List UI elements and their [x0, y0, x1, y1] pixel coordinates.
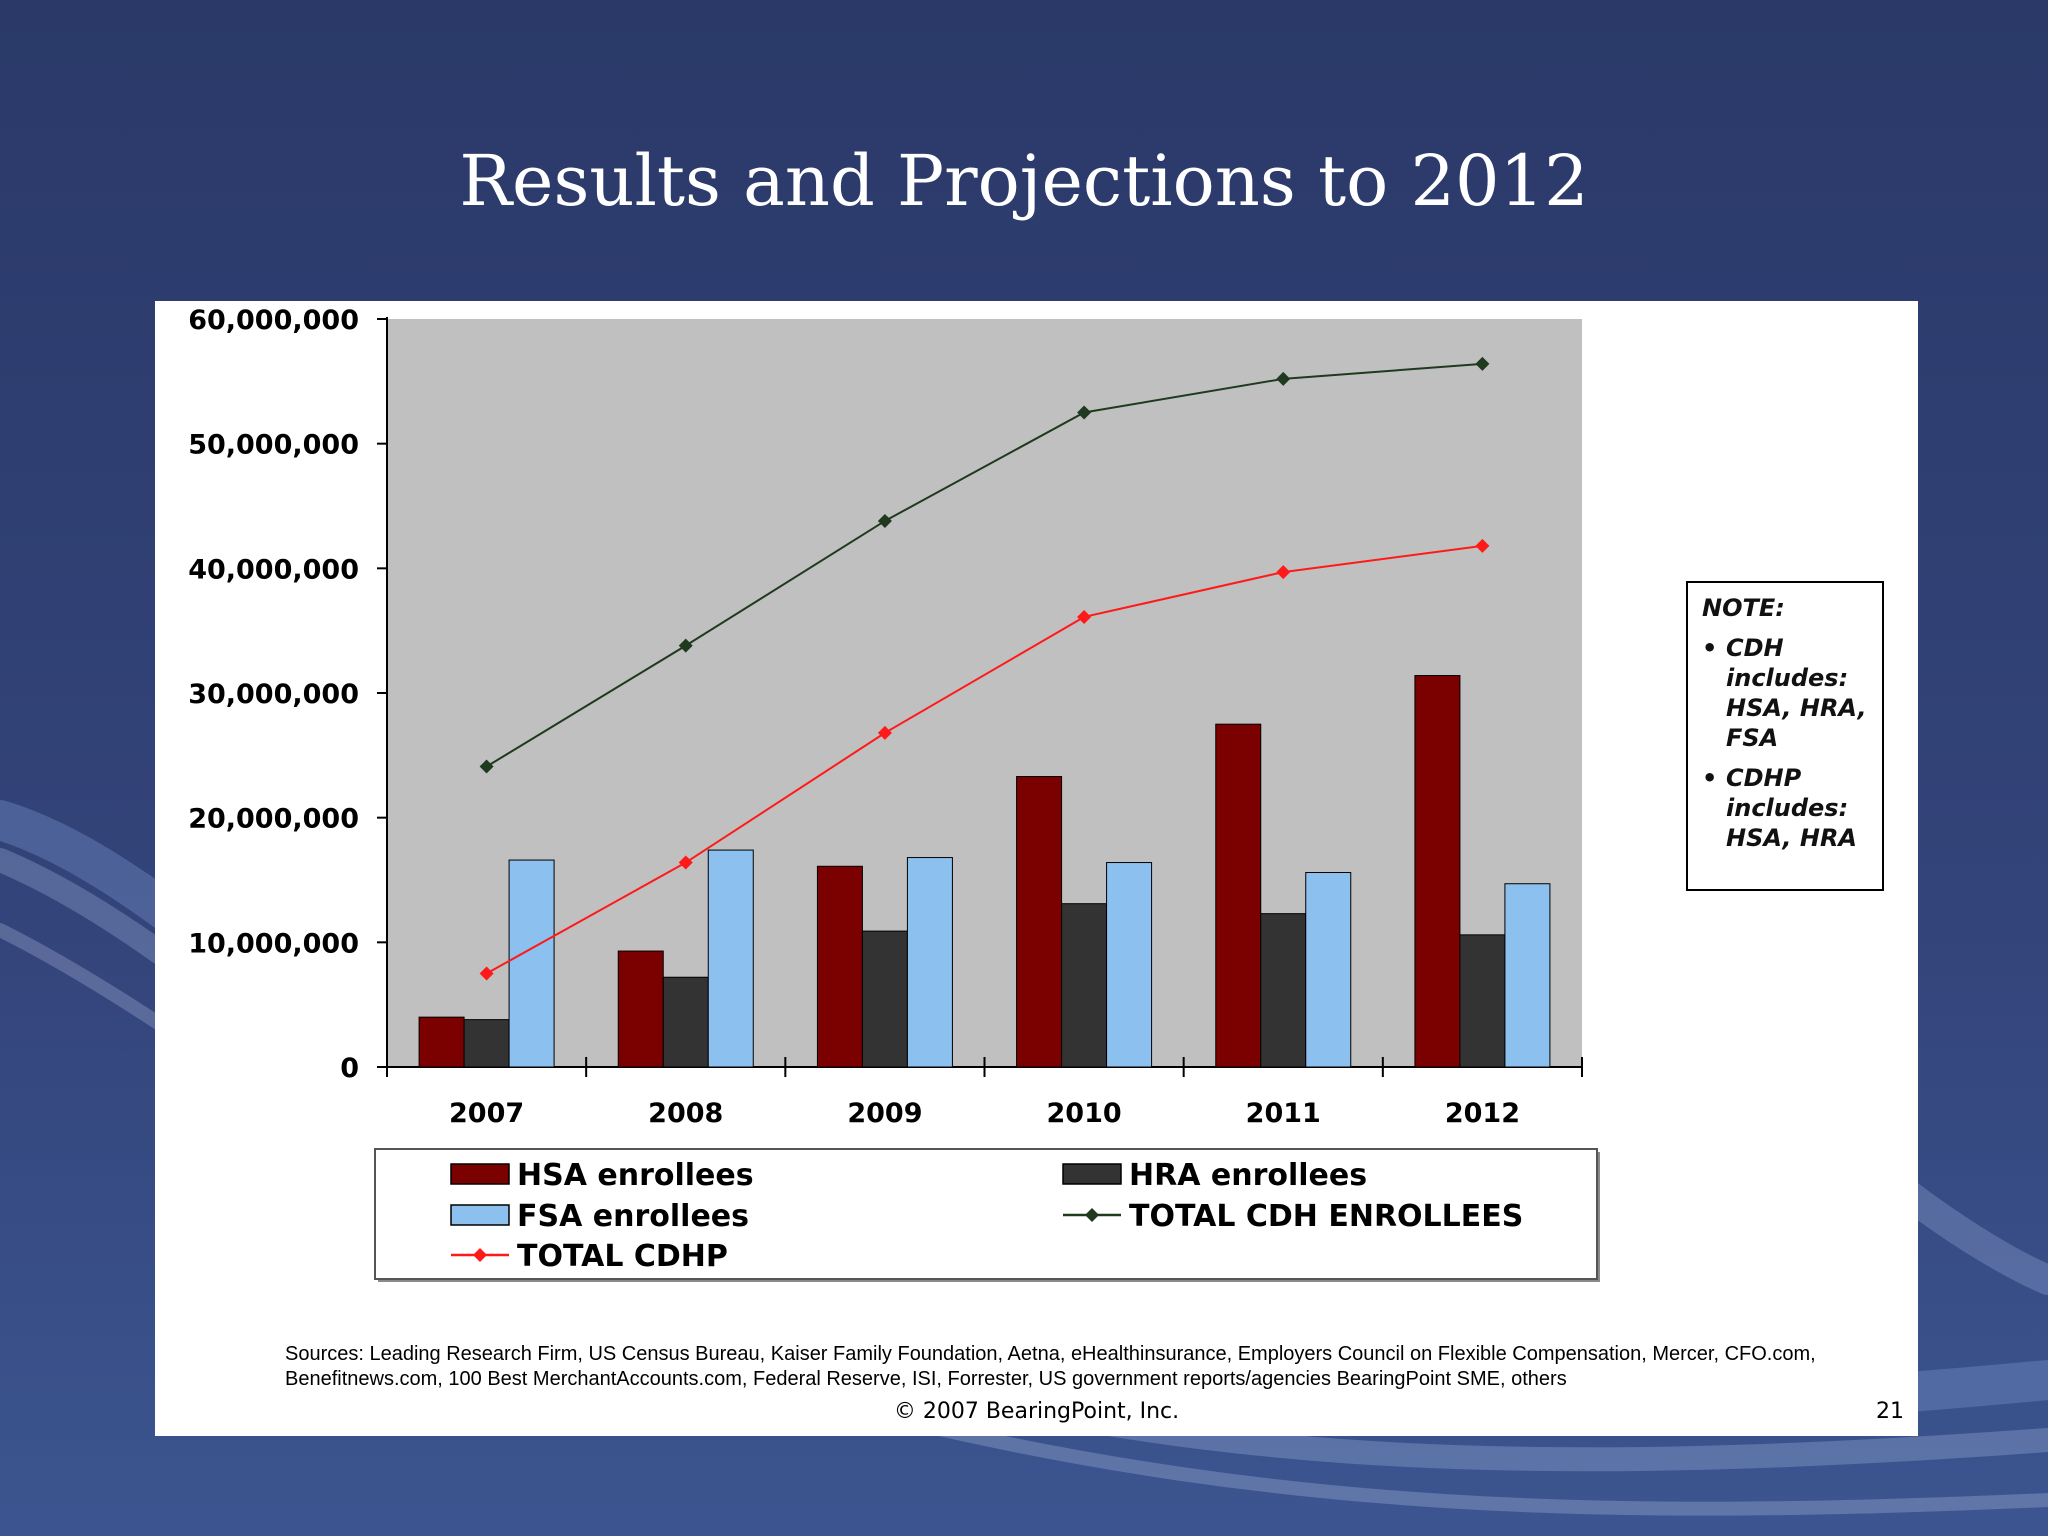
- bar: [1459, 934, 1506, 1068]
- bar: [816, 865, 863, 1068]
- bullet-icon: •: [1702, 764, 1718, 792]
- y-tick-label: 40,000,000: [188, 554, 359, 585]
- bar: [463, 1019, 510, 1068]
- line-point-marker: [1077, 405, 1092, 420]
- bar: [1414, 675, 1461, 1068]
- note-item-description: includes: HSA, HRA, FSA: [1726, 664, 1867, 752]
- line-point-marker: [1077, 609, 1092, 624]
- legend-marker: [473, 1248, 487, 1262]
- legend-swatch: [450, 1204, 510, 1226]
- line-point-marker: [877, 513, 892, 528]
- legend-label: FSA enrollees: [517, 1199, 749, 1234]
- y-tick-label: 0: [340, 1053, 359, 1084]
- bar: [707, 849, 754, 1068]
- bar: [906, 857, 953, 1068]
- y-tick-label: 20,000,000: [188, 804, 359, 835]
- bar: [508, 859, 555, 1068]
- bar: [1106, 862, 1153, 1068]
- bar: [617, 950, 664, 1068]
- x-tick-label: 2007: [449, 1098, 524, 1129]
- legend-label: TOTAL CDHP: [517, 1239, 728, 1274]
- bar: [1061, 903, 1108, 1068]
- x-tick-label: 2011: [1246, 1098, 1321, 1129]
- bar: [1215, 723, 1262, 1068]
- line-point-marker: [877, 725, 892, 740]
- series-line: [486, 362, 1483, 768]
- chart-canvas: 0 10,000,000 20,000,000 30,000,000 40,000,00…: [188, 305, 1600, 1282]
- note-item-cdh: • CDH includes: HSA, HRA, FSA: [1702, 633, 1868, 753]
- legend-swatch: [450, 1163, 510, 1185]
- bar: [1504, 883, 1551, 1068]
- legend-marker: [1085, 1208, 1099, 1222]
- x-tick-label: 2010: [1047, 1098, 1122, 1129]
- chart-figure: 0 10,000,000 20,000,000 30,000,000 40,000,00…: [155, 301, 1918, 1436]
- y-tick-label: 30,000,000: [188, 679, 359, 710]
- x-tick-label: 2009: [847, 1098, 922, 1129]
- bar: [662, 976, 709, 1068]
- note-box: NOTE: • CDH includes: HSA, HRA, FSA • CD…: [1686, 581, 1884, 891]
- note-item-head: CDH: [1726, 634, 1784, 662]
- y-tick-label: 60,000,000: [188, 305, 359, 336]
- line-point-marker: [678, 638, 693, 653]
- y-tick-label: 50,000,000: [188, 430, 359, 461]
- slide-title: Results and Projections to 2012: [459, 140, 1589, 222]
- bar: [1260, 913, 1307, 1068]
- line-point-marker: [678, 855, 693, 870]
- bar: [861, 930, 908, 1068]
- line-point-marker: [479, 759, 494, 774]
- line-point-marker: [1475, 538, 1490, 553]
- line-point-marker: [479, 966, 494, 981]
- note-item-head: CDHP: [1726, 764, 1802, 792]
- legend-label: TOTAL CDH ENROLLEES: [1129, 1199, 1523, 1234]
- bar: [1016, 776, 1063, 1068]
- legend-label: HSA enrollees: [517, 1158, 754, 1193]
- legend-box: [374, 1148, 1598, 1280]
- bullet-icon: •: [1702, 634, 1718, 662]
- line-point-marker: [1475, 356, 1490, 371]
- note-item-description: includes: HSA, HRA: [1726, 794, 1858, 852]
- line-point-marker: [1276, 371, 1291, 386]
- y-tick-label: 10,000,000: [188, 928, 359, 959]
- note-title: NOTE:: [1702, 594, 1785, 622]
- sources-text: Sources: Leading Research Firm, US Censu…: [285, 1343, 1816, 1390]
- chart-legend: HSA enrollees HRA enrollees FSA enrollees T…: [374, 1148, 1600, 1282]
- legend-swatch: [1062, 1163, 1122, 1185]
- plot-area: [387, 319, 1582, 1067]
- copyright-text: © 2007 BearingPoint, Inc.: [893, 1399, 1180, 1424]
- page-number: 21: [1876, 1399, 1904, 1424]
- note-item-cdhp: • CDHP includes: HSA, HRA: [1702, 763, 1868, 853]
- bar: [1305, 872, 1352, 1068]
- bar: [418, 1016, 465, 1068]
- x-tick-label: 2012: [1445, 1098, 1520, 1129]
- legend-label: HRA enrollees: [1129, 1158, 1367, 1193]
- line-point-marker: [1276, 565, 1291, 580]
- x-tick-label: 2008: [648, 1098, 723, 1129]
- series-line: [486, 544, 1483, 975]
